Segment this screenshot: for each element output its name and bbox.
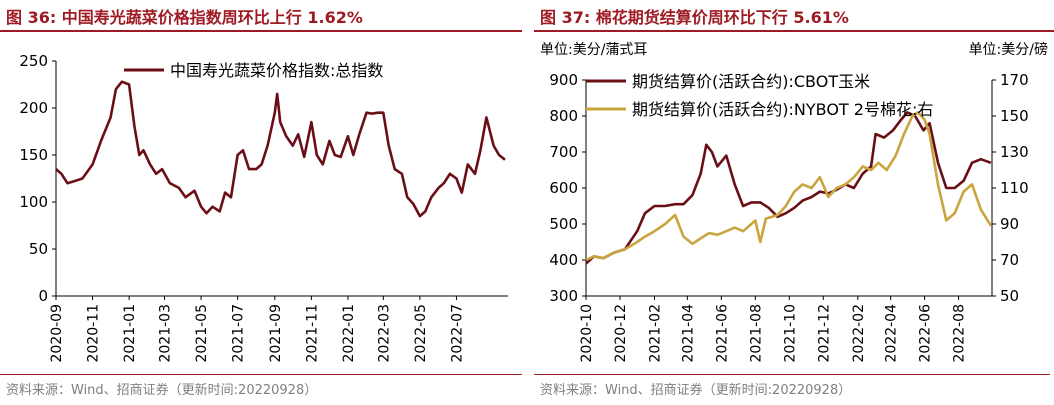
x-tick-label: 2022-02 (851, 304, 867, 363)
y-tick-label: 800 (549, 107, 578, 125)
y2-tick-label: 130 (1000, 143, 1029, 161)
figure-title: 图 36: 中国寿光蔬菜价格指数周环比上行 1.62% (6, 8, 363, 27)
x-tick-label: 2022-04 (884, 304, 900, 363)
y-tick-label: 50 (29, 240, 48, 258)
legend-label-2: 期货结算价(活跃合约):NYBOT 2号棉花:右 (632, 100, 933, 119)
y2-tick-label: 90 (1000, 215, 1019, 233)
y-tick-label: 600 (549, 179, 578, 197)
x-tick-label: 2020-10 (579, 304, 595, 363)
y-tick-label: 0 (38, 287, 48, 305)
x-tick-label: 2021-04 (680, 304, 696, 363)
x-tick-label: 2022-08 (952, 304, 968, 363)
x-tick-label: 2021-02 (648, 304, 664, 363)
x-tick-label: 2021-08 (748, 304, 764, 363)
y2-tick-label: 70 (1000, 251, 1019, 269)
x-tick-label: 2021-09 (268, 304, 284, 363)
series-line-2 (585, 111, 993, 262)
source-note: 资料来源：Wind、招商证券（更新时间:20220928） (540, 383, 852, 398)
x-tick-label: 2022-03 (376, 304, 392, 363)
y-tick-label: 150 (19, 146, 48, 164)
left-axis-unit: 单位:美分/蒲式耳 (540, 42, 648, 58)
source-rule (0, 374, 522, 375)
source-rule (534, 374, 1050, 375)
y2-tick-label: 170 (1000, 71, 1029, 89)
x-tick-label: 2022-07 (449, 304, 465, 363)
x-tick-label: 2020-12 (613, 304, 629, 363)
right-axis-unit: 单位:美分/磅 (968, 42, 1048, 58)
y-tick-label: 300 (549, 287, 578, 305)
y-tick-label: 900 (549, 71, 578, 89)
series-line-1 (55, 80, 506, 218)
x-tick-label: 2021-10 (782, 304, 798, 363)
futures-price-chart: 300 400 500 600 700 800 900 50 70 90 110 130 150 170 2… (549, 71, 1029, 363)
x-tick-label: 2021-01 (122, 304, 138, 363)
x-tick-label: 2022-05 (413, 304, 429, 363)
vegetable-index-chart: 0 50 100 150 200 250 2020-09 2020-11 2021-01 2021… (19, 52, 508, 363)
x-tick-label: 2022-01 (341, 304, 357, 363)
x-tick-label: 2021-07 (231, 304, 247, 363)
x-tick-label: 2021-03 (158, 304, 174, 363)
title-rule (534, 30, 1054, 32)
x-tick-label: 2021-11 (304, 304, 320, 363)
y2-tick-label: 110 (1000, 179, 1029, 197)
x-tick-label: 2020-11 (86, 304, 102, 363)
x-tick-label: 2022-06 (918, 304, 934, 363)
x-tick-label: 2021-06 (714, 304, 730, 363)
y2-tick-label: 50 (1000, 287, 1019, 305)
y2-tick-label: 150 (1000, 107, 1029, 125)
series-line-1 (585, 111, 992, 265)
y-tick-label: 700 (549, 143, 578, 161)
y-tick-label: 400 (549, 251, 578, 269)
y-tick-label: 100 (19, 193, 48, 211)
chart-panel-futures-prices: 图 37: 棉花期货结算价周环比下行 5.61% 单位:美分/蒲式耳 单位:美分… (534, 0, 1054, 405)
figure-title: 图 37: 棉花期货结算价周环比下行 5.61% (540, 8, 849, 27)
legend-label-1: 期货结算价(活跃合约):CBOT玉米 (632, 72, 870, 91)
y-tick-label: 250 (19, 52, 48, 70)
y-tick-label: 200 (19, 99, 48, 117)
x-tick-label: 2021-12 (816, 304, 832, 363)
legend-label-1: 中国寿光蔬菜价格指数:总指数 (170, 61, 383, 80)
title-rule (0, 30, 522, 32)
source-note: 资料来源：Wind、招商证券（更新时间:20220928） (6, 383, 318, 398)
chart-panel-vegetable-index: 图 36: 中国寿光蔬菜价格指数周环比上行 1.62% 0 50 100 150 200… (0, 0, 522, 405)
y-tick-label: 500 (549, 215, 578, 233)
x-tick-label: 2021-05 (194, 304, 210, 363)
x-tick-label: 2020-09 (49, 304, 65, 363)
